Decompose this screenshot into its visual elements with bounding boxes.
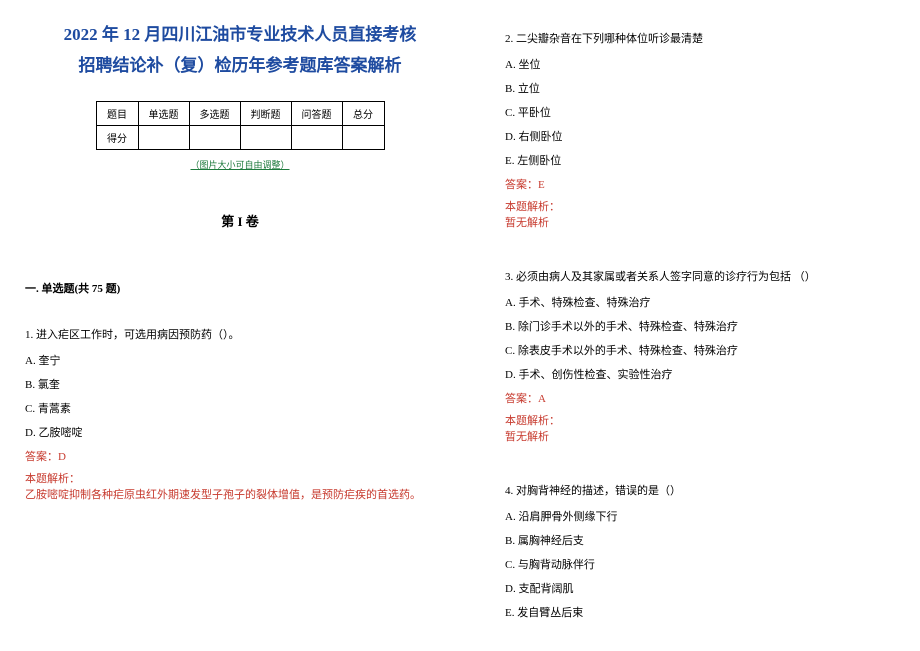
question-text: 3. 必须由病人及其家属或者关系人签字同意的诊疗行为包括 （）: [505, 268, 895, 284]
option-b: B. 氯奎: [25, 376, 455, 392]
option-d: D. 手术、创伤性检查、实验性治疗: [505, 366, 895, 382]
question-text: 2. 二尖瓣杂音在下列哪种体位听诊最清楚: [505, 30, 895, 46]
option-e: E. 发自臂丛后束: [505, 604, 895, 620]
question-4: 4. 对胸背神经的描述，错误的是（） A. 沿肩胛骨外侧缘下行 B. 属胸神经后…: [505, 482, 895, 620]
question-text: 4. 对胸背神经的描述，错误的是（）: [505, 482, 895, 498]
score-table: 题目 单选题 多选题 判断题 问答题 总分 得分: [96, 101, 385, 150]
question-2: 2. 二尖瓣杂音在下列哪种体位听诊最清楚 A. 坐位 B. 立位 C. 平卧位 …: [505, 30, 895, 230]
option-e: E. 左侧卧位: [505, 152, 895, 168]
option-c: C. 除表皮手术以外的手术、特殊检查、特殊治疗: [505, 342, 895, 358]
option-b: B. 立位: [505, 80, 895, 96]
option-a: A. 手术、特殊检查、特殊治疗: [505, 294, 895, 310]
table-header-cell: 多选题: [189, 102, 240, 126]
analysis-label: 本题解析：: [505, 198, 895, 214]
table-score-row: 得分: [96, 126, 384, 150]
table-header-cell: 单选题: [138, 102, 189, 126]
option-a: A. 坐位: [505, 56, 895, 72]
table-empty-cell: [138, 126, 189, 150]
document-title: 2022 年 12 月四川江油市专业技术人员直接考核 招聘结论补（复）检历年参考…: [25, 20, 455, 81]
option-b: B. 除门诊手术以外的手术、特殊检查、特殊治疗: [505, 318, 895, 334]
table-empty-cell: [189, 126, 240, 150]
answer-text: 答案：A: [505, 390, 895, 406]
table-empty-cell: [240, 126, 291, 150]
table-header-cell: 总分: [342, 102, 384, 126]
analysis-text: 乙胺嘧啶抑制各种疟原虫红外期速发型子孢子的裂体增值，是预防疟疾的首选药。: [25, 486, 455, 502]
table-header-row: 题目 单选题 多选题 判断题 问答题 总分: [96, 102, 384, 126]
option-a: A. 沿肩胛骨外侧缘下行: [505, 508, 895, 524]
table-row-label: 得分: [96, 126, 138, 150]
option-b: B. 属胸神经后支: [505, 532, 895, 548]
analysis-text: 暂无解析: [505, 214, 895, 230]
answer-text: 答案：D: [25, 448, 455, 464]
image-size-note: （图片大小可自由调整）: [25, 158, 455, 171]
title-line-2: 招聘结论补（复）检历年参考题库答案解析: [25, 51, 455, 82]
volume-title: 第 I 卷: [25, 211, 455, 230]
question-1: 1. 进入疟区工作时，可选用病因预防药（）。 A. 奎宁 B. 氯奎 C. 青蒿…: [25, 326, 455, 502]
table-header-cell: 题目: [96, 102, 138, 126]
answer-text: 答案：E: [505, 176, 895, 192]
table-empty-cell: [342, 126, 384, 150]
question-3: 3. 必须由病人及其家属或者关系人签字同意的诊疗行为包括 （） A. 手术、特殊…: [505, 268, 895, 444]
table-empty-cell: [291, 126, 342, 150]
analysis-label: 本题解析：: [505, 412, 895, 428]
option-c: C. 与胸背动脉伴行: [505, 556, 895, 572]
option-d: D. 乙胺嘧啶: [25, 424, 455, 440]
section-title: 一. 单选题(共 75 题): [25, 280, 455, 296]
title-line-1: 2022 年 12 月四川江油市专业技术人员直接考核: [25, 20, 455, 51]
option-d: D. 右侧卧位: [505, 128, 895, 144]
option-c: C. 平卧位: [505, 104, 895, 120]
table-header-cell: 问答题: [291, 102, 342, 126]
analysis-label: 本题解析：: [25, 470, 455, 486]
analysis-text: 暂无解析: [505, 428, 895, 444]
question-text: 1. 进入疟区工作时，可选用病因预防药（）。: [25, 326, 455, 342]
option-d: D. 支配背阔肌: [505, 580, 895, 596]
option-c: C. 青蒿素: [25, 400, 455, 416]
table-header-cell: 判断题: [240, 102, 291, 126]
option-a: A. 奎宁: [25, 352, 455, 368]
